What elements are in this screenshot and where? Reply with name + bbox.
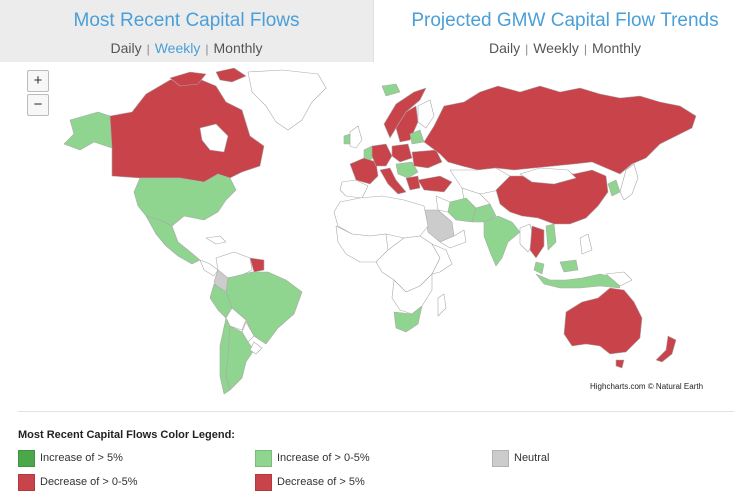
zoom-out-button[interactable]: −: [27, 94, 49, 116]
region-indonesia: [535, 273, 621, 289]
legend-item: Decrease of > 5%: [255, 473, 365, 491]
zoom-in-button[interactable]: +: [27, 70, 49, 92]
region-turkey: [417, 175, 453, 193]
legend-swatch: [255, 449, 272, 467]
region-japan: [619, 163, 639, 201]
tab-most-recent-capital-flows[interactable]: Most Recent Capital Flows Daily | Weekly | M…: [0, 0, 374, 62]
legend-label: Increase of > 0-5%: [277, 452, 370, 464]
region-saudi-arabia: [423, 209, 455, 243]
region-ukraine: [411, 149, 443, 169]
region-india: [483, 215, 521, 267]
region-north-africa: [333, 195, 429, 239]
region-thailand: [529, 225, 545, 259]
legend-title: Most Recent Capital Flows Color Legend:: [18, 429, 235, 441]
legend-swatch: [18, 473, 35, 491]
region-greenland: [247, 69, 327, 131]
region-guyana: [249, 257, 265, 273]
region-iraq: [435, 195, 451, 213]
region-russia: [423, 85, 697, 175]
legend-label: Decrease of > 0-5%: [40, 476, 138, 488]
region-southern-africa: [391, 273, 433, 315]
region-madagascar: [437, 293, 447, 317]
region-vietnam: [545, 223, 557, 251]
region-australia: [563, 287, 643, 355]
region-papua: [605, 271, 633, 287]
period-selector: Daily | Weekly | Monthly: [378, 40, 752, 57]
region-south-africa: [393, 305, 423, 333]
region-germany: [371, 143, 393, 167]
region-ireland: [343, 133, 351, 145]
legend-item: Increase of > 5%: [18, 449, 123, 467]
legend-swatch: [492, 449, 509, 467]
period-monthly[interactable]: Monthly: [213, 40, 263, 56]
divider: [18, 411, 734, 412]
period-monthly[interactable]: Monthly: [592, 40, 642, 56]
region-spain: [339, 179, 369, 199]
region-poland: [391, 143, 413, 163]
region-central-america: [199, 259, 219, 277]
region-italy: [379, 167, 407, 195]
separator: |: [583, 42, 587, 56]
region-mongolia: [519, 167, 577, 185]
region-uruguay: [249, 341, 263, 355]
separator: |: [205, 42, 209, 56]
separator: |: [146, 42, 150, 56]
legend-item: Decrease of > 0-5%: [18, 473, 138, 491]
region-norway: [383, 87, 427, 139]
region-balkans: [395, 161, 419, 179]
region-canada: [109, 75, 265, 183]
legend-item: Neutral: [492, 449, 549, 467]
legend-label: Increase of > 5%: [40, 452, 123, 464]
tab-projected-gmw-capital-flow-trends[interactable]: Projected GMW Capital Flow Trends Daily |…: [378, 0, 752, 62]
region-hudson-bay: [199, 123, 229, 153]
region-argentina: [225, 325, 255, 391]
region-finland: [417, 99, 435, 129]
legend-item: Increase of > 0-5%: [255, 449, 370, 467]
map-credits[interactable]: Highcharts.com © Natural Earth: [590, 382, 704, 391]
period-daily[interactable]: Daily: [110, 40, 142, 56]
region-east-africa: [431, 243, 453, 275]
tab-title[interactable]: Projected GMW Capital Flow Trends: [411, 10, 719, 31]
world-map[interactable]: [20, 66, 732, 400]
region-uk: [349, 125, 363, 149]
region-yemen-oman: [439, 229, 467, 249]
region-afghanistan: [471, 203, 497, 223]
region-philippines: [579, 233, 593, 255]
region-tasmania: [615, 359, 625, 369]
region-arctic-islands: [169, 67, 247, 87]
period-daily[interactable]: Daily: [488, 40, 521, 56]
region-new-zealand: [655, 335, 677, 363]
legend-label: Decrease of > 5%: [277, 476, 365, 488]
legend-swatch: [255, 473, 272, 491]
region-iceland: [381, 83, 401, 97]
period-weekly[interactable]: Weekly: [533, 40, 579, 56]
region-malaysia: [533, 259, 579, 275]
tab-title[interactable]: Most Recent Capital Flows: [73, 10, 300, 31]
legend-label: Neutral: [514, 452, 550, 464]
region-bolivia: [225, 307, 247, 331]
region-usa: [133, 173, 237, 227]
region-korea: [607, 179, 621, 197]
region-greece: [405, 175, 421, 191]
period-weekly[interactable]: Weekly: [154, 40, 201, 56]
separator: |: [525, 42, 529, 56]
legend-swatch: [18, 449, 35, 467]
region-alaska: [63, 111, 113, 151]
region-caribbean: [205, 235, 227, 245]
period-selector: Daily | Weekly | Monthly: [0, 40, 373, 57]
